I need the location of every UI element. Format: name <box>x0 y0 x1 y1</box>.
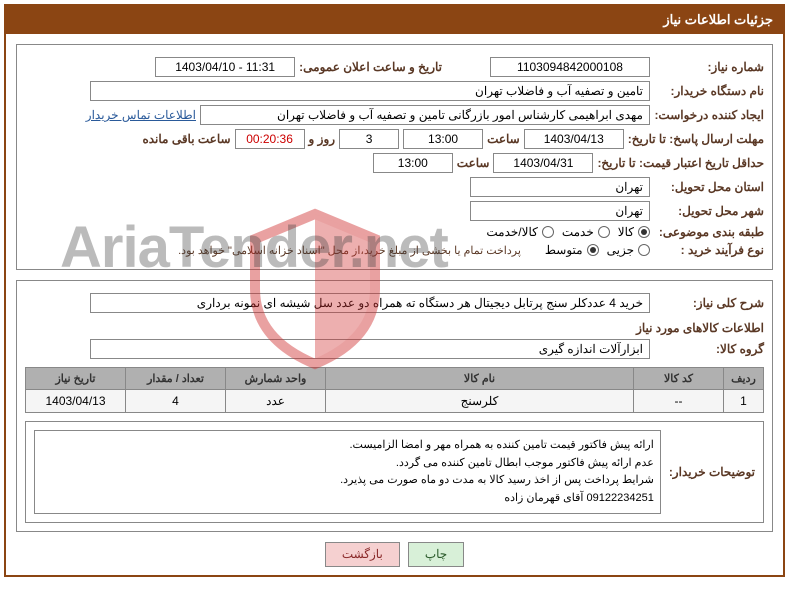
th-qty: تعداد / مقدار <box>126 368 226 390</box>
radio-icon <box>598 226 610 238</box>
goods-details-section: شرح کلی نیاز: خرید 4 عددکلر سنج پرتابل د… <box>16 280 773 532</box>
notes-content: ارائه پیش فاکتور قیمت تامین کننده به همر… <box>34 430 661 514</box>
notes-label: توضیحات خریدار: <box>669 465 755 479</box>
radio-icon <box>542 226 554 238</box>
description-value: خرید 4 عددکلر سنج پرتابل دیجیتال هر دستگ… <box>90 293 650 313</box>
goods-group-label: گروه کالا: <box>654 342 764 356</box>
cell-qty: 4 <box>126 390 226 413</box>
need-number-value: 1103094842000108 <box>490 57 650 77</box>
radio-icon <box>638 244 650 256</box>
requester-label: ایجاد کننده درخواست: <box>654 108 764 122</box>
announce-date-value: 1403/04/10 - 11:31 <box>155 57 295 77</box>
cell-date: 1403/04/13 <box>26 390 126 413</box>
notes-line: ارائه پیش فاکتور قیمت تامین کننده به همر… <box>41 437 654 455</box>
category-radio-group: کالا خدمت کالا/خدمت <box>486 225 650 239</box>
goods-group-value: ابزارآلات اندازه گیری <box>90 339 650 359</box>
deadline-label: مهلت ارسال پاسخ: تا تاریخ: <box>628 132 764 146</box>
print-button[interactable]: چاپ <box>408 542 464 567</box>
announce-date-label: تاریخ و ساعت اعلان عمومی: <box>299 60 442 74</box>
deadline-time: 13:00 <box>403 129 483 149</box>
cell-unit: عدد <box>226 390 326 413</box>
notes-line: 09122234251 آقای قهرمان زاده <box>41 490 654 508</box>
th-unit: واحد شمارش <box>226 368 326 390</box>
need-number-label: شماره نیاز: <box>654 60 764 74</box>
radio-service-label: خدمت <box>562 225 594 239</box>
buyer-contact-link[interactable]: اطلاعات تماس خریدار <box>86 108 196 122</box>
cell-code: -- <box>634 390 724 413</box>
main-details-section: شماره نیاز: 1103094842000108 تاریخ و ساع… <box>16 44 773 270</box>
description-label: شرح کلی نیاز: <box>654 296 764 310</box>
notes-line: شرایط پرداخت پس از اخذ رسید کالا به مدت … <box>41 472 654 490</box>
process-radio-group: جزیی متوسط <box>545 243 650 257</box>
panel-header: جزئیات اطلاعات نیاز <box>6 6 783 34</box>
deadline-date: 1403/04/13 <box>524 129 624 149</box>
buyer-org-label: نام دستگاه خریدار: <box>654 84 764 98</box>
validity-time: 13:00 <box>373 153 453 173</box>
delivery-province-value: تهران <box>470 177 650 197</box>
table-row: 1 -- کلرسنج عدد 4 1403/04/13 <box>26 390 764 413</box>
process-label: نوع فرآیند خرید : <box>654 243 764 257</box>
countdown-timer: 00:20:36 <box>235 129 305 149</box>
goods-table: ردیف کد کالا نام کالا واحد شمارش تعداد /… <box>25 367 764 413</box>
delivery-province-label: استان محل تحویل: <box>654 180 764 194</box>
th-code: کد کالا <box>634 368 724 390</box>
radio-partial[interactable]: جزیی <box>607 243 650 257</box>
radio-service[interactable]: خدمت <box>562 225 610 239</box>
th-row: ردیف <box>724 368 764 390</box>
cell-name: کلرسنج <box>326 390 634 413</box>
requester-value: مهدی ابراهیمی کارشناس امور بازرگانی تامی… <box>200 105 650 125</box>
radio-icon <box>638 226 650 238</box>
validity-label: حداقل تاریخ اعتبار قیمت: تا تاریخ: <box>597 156 764 170</box>
time-label-1: ساعت <box>487 132 520 146</box>
days-and-label: روز و <box>309 132 336 146</box>
buyer-notes-box: توضیحات خریدار: ارائه پیش فاکتور قیمت تا… <box>25 421 764 523</box>
payment-note: پرداخت تمام یا بخشی از مبلغ خرید،از محل … <box>178 244 521 257</box>
validity-date: 1403/04/31 <box>493 153 593 173</box>
radio-goods-service-label: کالا/خدمت <box>486 225 537 239</box>
button-bar: چاپ بازگشت <box>14 542 775 567</box>
delivery-city-label: شهر محل تحویل: <box>654 204 764 218</box>
goods-info-title: اطلاعات کالاهای مورد نیاز <box>25 321 764 335</box>
radio-goods-service[interactable]: کالا/خدمت <box>486 225 553 239</box>
radio-partial-label: جزیی <box>607 243 634 257</box>
notes-line: عدم ارائه پیش فاکتور موجب ابطال تامین کن… <box>41 455 654 473</box>
category-label: طبقه بندی موضوعی: <box>654 225 764 239</box>
delivery-city-value: تهران <box>470 201 650 221</box>
radio-icon <box>587 244 599 256</box>
cell-row: 1 <box>724 390 764 413</box>
radio-goods-label: کالا <box>618 225 634 239</box>
radio-medium-label: متوسط <box>545 243 583 257</box>
back-button[interactable]: بازگشت <box>325 542 400 567</box>
remaining-label: ساعت باقی مانده <box>142 132 230 146</box>
time-label-2: ساعت <box>457 156 490 170</box>
th-date: تاریخ نیاز <box>26 368 126 390</box>
radio-goods[interactable]: کالا <box>618 225 650 239</box>
buyer-org-value: تامین و تصفیه آب و فاضلاب تهران <box>90 81 650 101</box>
th-name: نام کالا <box>326 368 634 390</box>
days-count: 3 <box>339 129 399 149</box>
radio-medium[interactable]: متوسط <box>545 243 599 257</box>
